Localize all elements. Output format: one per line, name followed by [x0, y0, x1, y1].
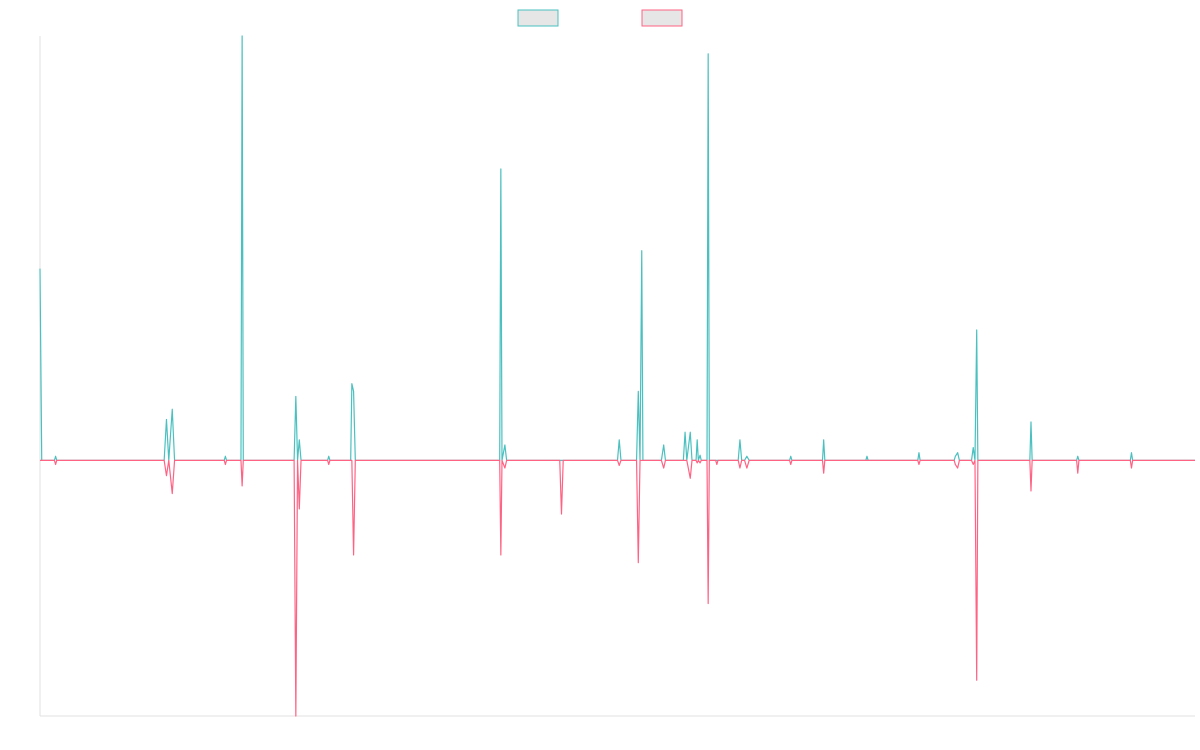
legend[interactable] [517, 9, 683, 27]
series-layer [39, 35, 1195, 717]
legend-swatch-1[interactable] [517, 9, 559, 27]
series-line-1 [39, 35, 1195, 461]
series-line-2 [40, 459, 1195, 717]
legend-swatch-2[interactable] [641, 9, 683, 27]
